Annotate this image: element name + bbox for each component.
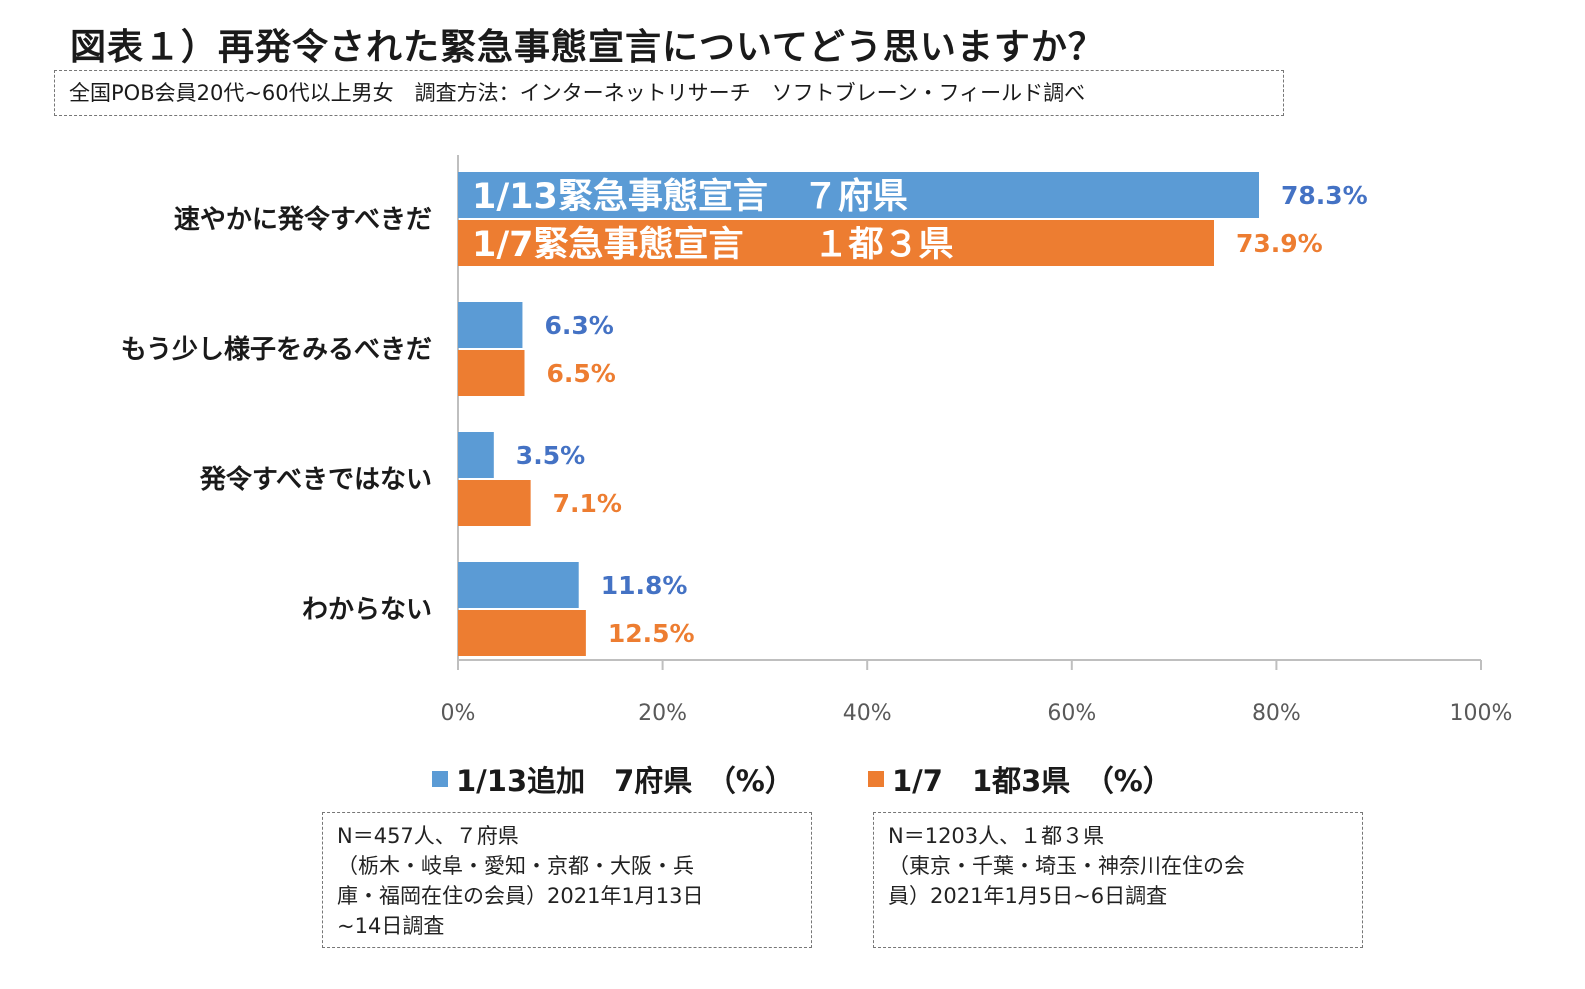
note-line: （栃木・岐阜・愛知・京都・大阪・兵 <box>337 854 694 878</box>
data-label: 12.5% <box>608 619 695 648</box>
bar <box>458 350 525 396</box>
survey-method-text: 全国POB会員20代~60代以上男女 調査方法：インターネットリサーチ ソフトブ… <box>69 81 1086 105</box>
bar <box>458 302 523 348</box>
data-label: 3.5% <box>516 441 585 470</box>
note-line: N＝1203人、１都３県 <box>888 824 1105 848</box>
survey-method-box: 全国POB会員20代~60代以上男女 調査方法：インターネットリサーチ ソフトブ… <box>54 70 1284 116</box>
bar <box>458 432 494 478</box>
data-label: 78.3% <box>1281 181 1368 210</box>
bar-annotation: 1/7緊急事態宣言 １都３県 <box>472 225 954 265</box>
x-tick-label: 0% <box>441 701 476 726</box>
chart-title: 図表１）再発令された緊急事態宣言についてどう思いますか？ <box>70 27 1105 68</box>
x-tick-label: 80% <box>1252 701 1301 726</box>
x-tick-label: 60% <box>1047 701 1096 726</box>
data-label: 6.5% <box>546 359 615 388</box>
data-label: 73.9% <box>1236 229 1323 258</box>
sample-note-series2: N＝1203人、１都３県 （東京・千葉・埼玉・神奈川在住の会 員）2021年1月… <box>873 812 1363 948</box>
data-label: 7.1% <box>553 489 622 518</box>
legend-label-series1: 1/13追加 7府県 （%） <box>456 764 794 798</box>
note-line: 庫・福岡在住の会員）2021年1月13日 <box>337 884 704 908</box>
x-tick-label: 20% <box>638 701 687 726</box>
bar <box>458 220 1214 266</box>
note-line: （東京・千葉・埼玉・神奈川在住の会 <box>888 854 1245 878</box>
legend-label-series2: 1/7 1都3県 （%） <box>892 764 1172 798</box>
sample-note-series1: N＝457人、７府県 （栃木・岐阜・愛知・京都・大阪・兵 庫・福岡在住の会員）2… <box>322 812 812 948</box>
note-line: 員）2021年1月5日~6日調査 <box>888 884 1168 908</box>
data-label: 11.8% <box>601 571 688 600</box>
bar <box>458 480 531 526</box>
category-label: 速やかに発令すべきだ <box>174 204 432 235</box>
category-label: もう少し様子をみるべきだ <box>121 334 432 365</box>
bar-chart: 0% 20% 40% 60% 80% 100% 速やかに発令すべきだもう少し様子をみるべきだ… <box>121 155 1513 726</box>
note-line: ~14日調査 <box>337 914 445 938</box>
category-label: 発令すべきではない <box>199 464 432 495</box>
note-line: N＝457人、７府県 <box>337 824 519 848</box>
legend-item-series2: 1/7 1都3県 （%） <box>868 758 1172 800</box>
bar <box>458 172 1260 218</box>
legend-item-series1: 1/13追加 7府県 （%） <box>432 758 794 800</box>
x-tick-label: 100% <box>1450 701 1513 726</box>
legend-swatch-series1 <box>432 771 448 787</box>
legend-swatch-series2 <box>868 771 884 787</box>
category-label: わからない <box>302 595 432 625</box>
data-label: 6.3% <box>544 311 613 340</box>
bar <box>458 562 579 608</box>
bar-annotation: 1/13緊急事態宣言 ７府県 <box>472 176 908 217</box>
bar <box>458 610 586 656</box>
x-tick-label: 40% <box>843 701 892 726</box>
